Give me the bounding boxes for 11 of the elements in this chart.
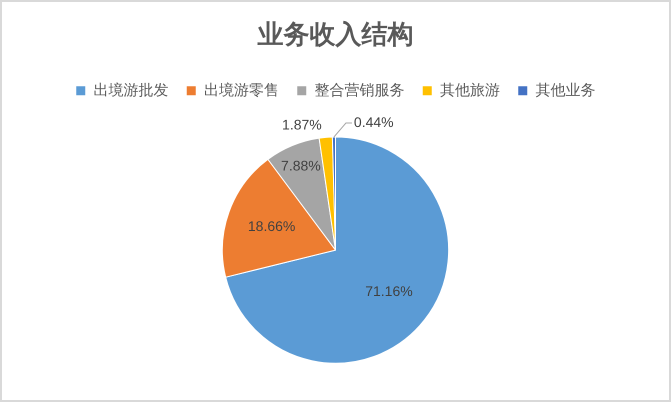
legend-label: 出境游批发 [93, 82, 168, 99]
legend-label: 出境游零售 [204, 82, 279, 99]
legend-label: 其他业务 [535, 82, 596, 99]
data-label: 1.87% [282, 116, 322, 132]
chart-title: 业务收入结构 [256, 18, 414, 49]
legend-label: 整合营销服务 [314, 82, 404, 99]
data-label: 0.44% [354, 114, 394, 130]
legend-label: 其他旅游 [440, 82, 500, 99]
data-label: 71.16% [365, 282, 413, 299]
data-label: 18.66% [248, 218, 296, 234]
data-label: 7.88% [281, 157, 321, 174]
